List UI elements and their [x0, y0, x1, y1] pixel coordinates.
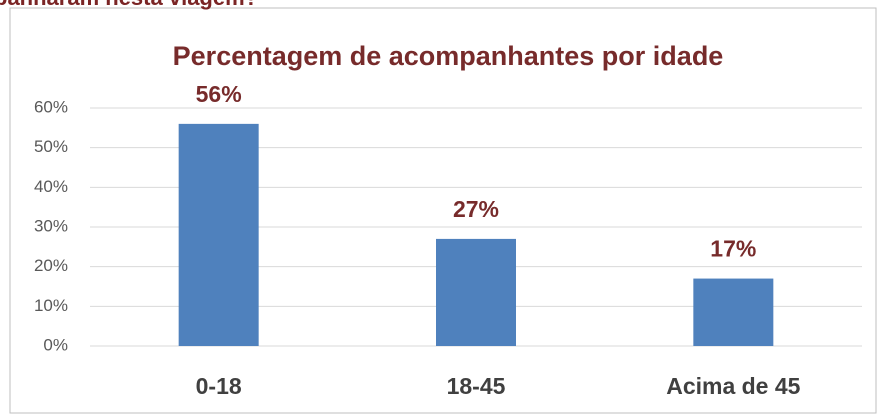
y-tick-label: 20% — [34, 256, 68, 275]
x-tick-label: 18-45 — [447, 373, 506, 399]
caption: panharam nesta viagem? — [0, 0, 258, 10]
data-label: 56% — [196, 81, 242, 107]
y-tick-label: 30% — [34, 216, 68, 235]
bar — [178, 123, 259, 346]
y-tick-label: 60% — [34, 97, 68, 116]
data-label: 27% — [453, 196, 499, 222]
y-tick-label: 0% — [43, 335, 68, 354]
bar — [693, 278, 774, 346]
chart-title: Percentagem de acompanhantes por idade — [173, 41, 724, 71]
y-tick-label: 50% — [34, 137, 68, 156]
y-tick-label: 40% — [34, 177, 68, 196]
x-tick-label: 0-18 — [196, 373, 242, 399]
x-tick-label: Acima de 45 — [666, 373, 800, 399]
y-tick-label: 10% — [34, 296, 68, 315]
data-label: 17% — [710, 236, 756, 262]
bar — [436, 238, 516, 346]
